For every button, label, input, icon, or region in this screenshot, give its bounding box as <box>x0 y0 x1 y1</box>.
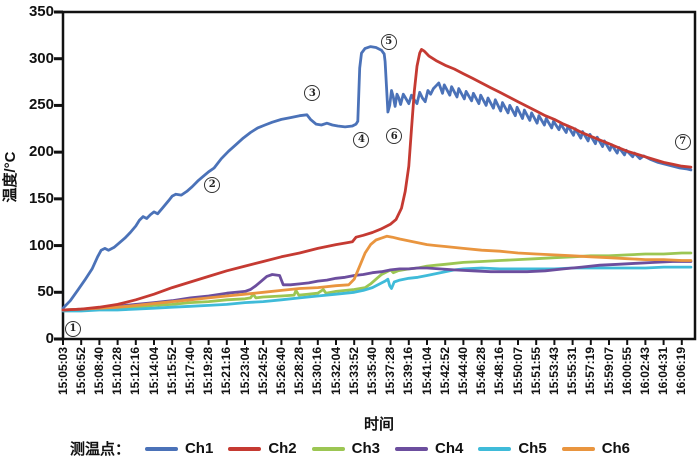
x-tick-label: 16:06:19 <box>674 347 689 396</box>
legend-swatch-ch4 <box>395 446 428 451</box>
legend-item-ch2: Ch2 <box>228 440 297 457</box>
legend-item-ch6: Ch6 <box>561 440 631 457</box>
series-line-ch6 <box>61 234 693 312</box>
x-tick-label: 16:02:43 <box>637 347 652 396</box>
legend-item-ch3: Ch3 <box>311 440 380 457</box>
y-tick-label: 0 <box>45 330 54 347</box>
legend-item-ch1: Ch1 <box>144 440 214 457</box>
legend-prefix: 测温点： <box>69 441 130 458</box>
x-tick-label: 15:15:52 <box>164 347 179 396</box>
annotation-circle-2: 2 <box>204 176 221 193</box>
legend-swatch-ch3 <box>311 446 345 451</box>
legend-label-ch5: Ch5 <box>518 440 547 457</box>
annotation-circle-1: 1 <box>65 320 81 337</box>
series-line-ch1 <box>61 45 693 310</box>
series-line-ch4 <box>61 260 693 312</box>
x-tick-label: 15:37:28 <box>383 347 398 396</box>
x-tick-label: 15:53:43 <box>546 347 561 396</box>
x-tick-label: 15:59:07 <box>601 347 616 396</box>
x-tick-label: 15:05:03 <box>55 347 70 396</box>
x-tick-label: 15:14:04 <box>146 347 161 396</box>
y-tick-label: 200 <box>28 143 54 161</box>
x-tick-label: 15:51:55 <box>528 347 543 396</box>
plot-border <box>61 10 697 341</box>
series-line-ch2 <box>61 48 693 312</box>
annotation-circle-6: 6 <box>386 128 403 145</box>
x-tick-label: 15:06:52 <box>73 347 88 396</box>
x-tick-label: 15:12:16 <box>128 347 143 396</box>
x-tick-label: 15:26:40 <box>273 347 288 396</box>
legend-item-ch4: Ch4 <box>395 440 463 457</box>
annotation-circle-7: 7 <box>674 133 691 150</box>
legend-item-ch5: Ch5 <box>478 440 547 457</box>
x-tick-label: 15:28:28 <box>292 347 307 396</box>
x-tick-label: 15:42:52 <box>437 347 452 396</box>
annotation-circle-3: 3 <box>304 85 321 102</box>
x-tick-label: 15:32:04 <box>328 347 343 396</box>
x-tick-label: 16:04:31 <box>656 347 671 396</box>
x-tick-label: 15:57:19 <box>583 347 598 396</box>
y-tick-label: 350 <box>28 3 54 20</box>
series-line-ch3 <box>61 251 693 312</box>
x-tick-label: 15:33:52 <box>346 347 361 396</box>
x-tick-label: 15:41:04 <box>419 347 434 396</box>
legend-swatch-ch5 <box>478 446 512 451</box>
x-tick-label: 15:30:16 <box>310 347 325 396</box>
legend-swatch-ch6 <box>561 446 595 451</box>
y-tick-label: 150 <box>28 189 54 207</box>
x-axis-title: 时间 <box>363 416 394 433</box>
x-tick-label: 15:24:52 <box>255 347 270 396</box>
legend-swatch-ch1 <box>144 446 178 451</box>
x-tick-label: 15:46:28 <box>474 347 489 396</box>
y-tick-label: 300 <box>28 49 54 67</box>
y-tick-label: 100 <box>28 236 54 254</box>
x-tick-label: 15:21:16 <box>219 347 234 396</box>
x-tick-label: 15:55:31 <box>565 347 580 396</box>
y-tick-label: 50 <box>37 283 54 301</box>
x-tick-label: 16:00:55 <box>619 347 634 396</box>
legend-label-ch1: Ch1 <box>184 440 214 457</box>
x-tick-label: 15:39:16 <box>401 347 416 396</box>
legend-label-ch4: Ch4 <box>435 440 464 457</box>
x-tick-label: 15:35:40 <box>364 347 379 396</box>
x-tick-label: 15:19:28 <box>201 347 216 396</box>
legend-label-ch6: Ch6 <box>601 440 631 457</box>
legend-swatch-ch2 <box>228 446 262 451</box>
x-tick-label: 15:44:40 <box>455 347 470 396</box>
annotation-circle-5: 5 <box>380 33 397 50</box>
y-tick-label: 250 <box>28 96 54 114</box>
annotation-circle-4: 4 <box>353 131 370 148</box>
x-tick-label: 15:50:07 <box>510 347 525 396</box>
legend: 测温点： Ch1 Ch2 Ch3 Ch4 Ch5 Ch6 <box>0 438 700 459</box>
legend-label-ch3: Ch3 <box>351 440 380 457</box>
x-tick-label: 15:10:28 <box>110 347 125 396</box>
legend-label-ch2: Ch2 <box>268 440 297 457</box>
x-tick-label: 15:08:40 <box>91 347 106 396</box>
x-tick-label: 15:17:40 <box>182 347 197 396</box>
y-axis-title: 温度/°C <box>2 151 19 203</box>
x-tick-label: 15:23:04 <box>237 347 252 396</box>
x-tick-label: 15:48:16 <box>492 347 507 396</box>
